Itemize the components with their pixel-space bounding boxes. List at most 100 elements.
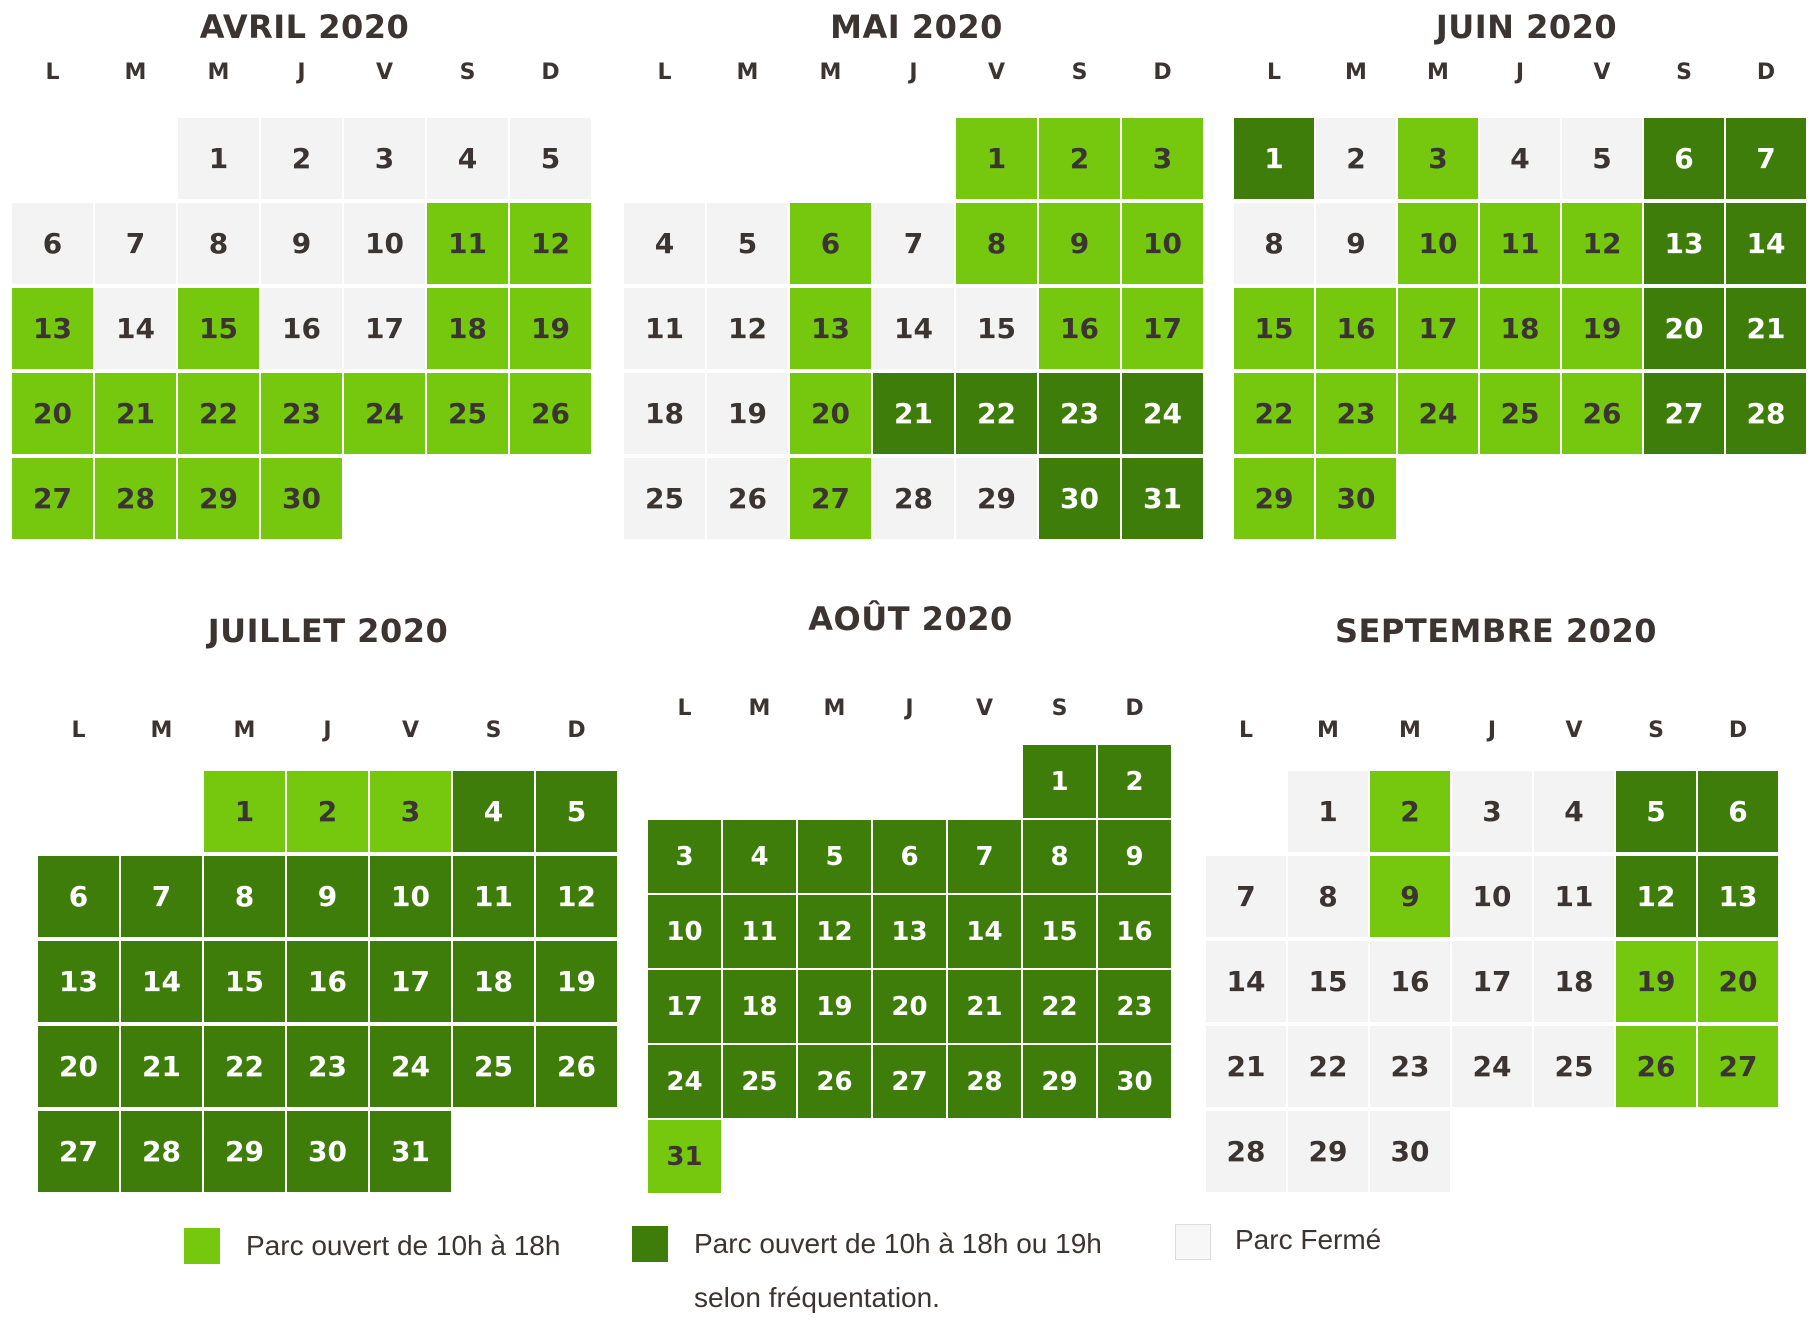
- day-cell: 11: [1534, 856, 1614, 937]
- day-cell: 15: [1234, 288, 1314, 369]
- day-cell: 28: [1206, 1111, 1286, 1192]
- day-cell: 29: [178, 458, 259, 539]
- legend-label-closed: Parc Fermé: [1235, 1224, 1382, 1255]
- day-cell: 18: [723, 970, 796, 1043]
- day-cell: 26: [1562, 373, 1642, 454]
- legend-swatch-closed: [1175, 1224, 1211, 1260]
- day-cell: 21: [1726, 288, 1806, 369]
- day-cell: 22: [956, 373, 1037, 454]
- day-cell: 13: [873, 895, 946, 968]
- weekday-label: S: [485, 718, 502, 743]
- day-cell: 1: [1288, 771, 1368, 852]
- day-cell: 11: [723, 895, 796, 968]
- day-cell: 6: [1698, 771, 1778, 852]
- day-cell: 5: [536, 771, 617, 852]
- day-cell: 14: [121, 941, 202, 1022]
- legend-label-open-18h: Parc ouvert de 10h à 18h: [246, 1230, 561, 1261]
- day-cell: 25: [453, 1026, 534, 1107]
- day-cell: 3: [344, 118, 425, 199]
- day-cell: 28: [95, 458, 176, 539]
- day-cell: 27: [790, 458, 871, 539]
- day-cell: 16: [261, 288, 342, 369]
- day-cell: 21: [873, 373, 954, 454]
- weekday-label: L: [657, 60, 672, 85]
- weekday-label: V: [987, 60, 1006, 85]
- month-title: AVRIL 2020: [199, 8, 410, 46]
- weekday-label: M: [819, 60, 842, 85]
- day-cell: 11: [1480, 203, 1560, 284]
- day-cell: 15: [1288, 941, 1368, 1022]
- weekday-label: S: [1676, 60, 1692, 85]
- month-title: JUILLET 2020: [207, 612, 449, 650]
- day-cell: 25: [1480, 373, 1560, 454]
- day-cell: 2: [1316, 118, 1396, 199]
- day-cell: 2: [1039, 118, 1120, 199]
- day-cell: 19: [1562, 288, 1642, 369]
- day-cell: 1: [956, 118, 1037, 199]
- weekday-label: J: [323, 718, 332, 743]
- day-cell: 23: [287, 1026, 368, 1107]
- day-cell: 27: [1644, 373, 1724, 454]
- day-cell: 30: [287, 1111, 368, 1192]
- day-cell: 30: [1098, 1045, 1171, 1118]
- day-cell: 13: [1644, 203, 1724, 284]
- day-cell: 31: [370, 1111, 451, 1192]
- day-cell: 5: [707, 203, 788, 284]
- day-cell: 11: [624, 288, 705, 369]
- day-cell: 30: [261, 458, 342, 539]
- day-cell: 10: [1452, 856, 1532, 937]
- day-cell: 10: [344, 203, 425, 284]
- day-cell: 21: [121, 1026, 202, 1107]
- day-cell: 26: [510, 373, 591, 454]
- day-cell: 13: [1698, 856, 1778, 937]
- day-cell: 28: [948, 1045, 1021, 1118]
- day-cell: 18: [1480, 288, 1560, 369]
- day-cell: 14: [1206, 941, 1286, 1022]
- weekday-label: V: [375, 60, 394, 85]
- day-cell: 1: [1234, 118, 1314, 199]
- day-cell: 30: [1316, 458, 1396, 539]
- day-cell: 12: [536, 856, 617, 937]
- day-cell: 20: [790, 373, 871, 454]
- day-cell: 4: [1480, 118, 1560, 199]
- day-cell: 29: [1023, 1045, 1096, 1118]
- day-cell: 14: [95, 288, 176, 369]
- day-cell: 15: [204, 941, 285, 1022]
- day-cell: 7: [948, 820, 1021, 893]
- weekday-label: J: [1515, 60, 1525, 85]
- day-cell: 7: [121, 856, 202, 937]
- day-cell: 8: [1023, 820, 1096, 893]
- day-cell: 26: [1616, 1026, 1696, 1107]
- weekday-label: S: [1648, 718, 1664, 743]
- weekday-label: M: [823, 696, 846, 721]
- day-cell: 3: [648, 820, 721, 893]
- day-cell: 13: [12, 288, 93, 369]
- day-cell: 24: [1122, 373, 1203, 454]
- day-cell: 7: [1206, 856, 1286, 937]
- day-cell: 24: [648, 1045, 721, 1118]
- day-cell: 21: [95, 373, 176, 454]
- day-cell: 24: [1452, 1026, 1532, 1107]
- day-cell: 30: [1370, 1111, 1450, 1192]
- day-cell: 26: [798, 1045, 871, 1118]
- day-cell: 2: [287, 771, 368, 852]
- day-cell: 19: [510, 288, 591, 369]
- day-cell: 23: [261, 373, 342, 454]
- day-cell: 3: [1452, 771, 1532, 852]
- day-cell: 18: [453, 941, 534, 1022]
- day-cell: 19: [1616, 941, 1696, 1022]
- day-cell: 7: [873, 203, 954, 284]
- day-cell: 16: [1098, 895, 1171, 968]
- day-cell: 11: [427, 203, 508, 284]
- weekday-label: M: [233, 718, 256, 743]
- day-cell: 4: [624, 203, 705, 284]
- day-cell: 9: [1039, 203, 1120, 284]
- weekday-label: V: [1593, 60, 1611, 85]
- day-cell: 4: [1534, 771, 1614, 852]
- day-cell: 16: [1316, 288, 1396, 369]
- day-cell: 28: [121, 1111, 202, 1192]
- day-cell: 28: [1726, 373, 1806, 454]
- weekday-label: L: [71, 718, 86, 743]
- day-cell: 9: [1316, 203, 1396, 284]
- day-cell: 29: [1288, 1111, 1368, 1192]
